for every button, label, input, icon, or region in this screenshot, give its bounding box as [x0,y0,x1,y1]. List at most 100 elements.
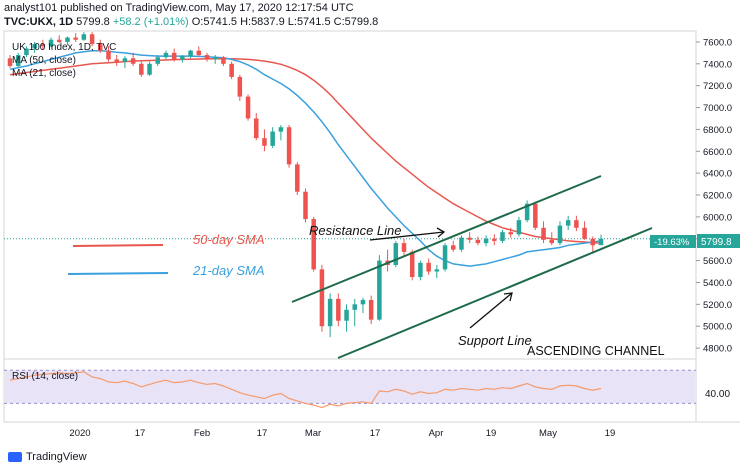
sma21-legend-line [67,272,169,275]
x-tick-label: 17 [370,428,381,439]
support-channel-line [337,227,653,359]
x-tick-label: 19 [605,428,616,439]
candle [180,55,185,63]
candle [459,235,464,252]
candle [549,232,555,246]
percent-tag [650,235,696,248]
candle [450,240,456,252]
y-tick-label: 6800.0 [703,125,732,136]
candle [541,221,546,244]
resistance-channel-line [291,175,602,303]
ticker-info: TVC:UKX, 1D 5799.8 +58.2 (+1.01%) O:5741… [4,16,378,28]
y-tick-label: 7400.0 [703,59,732,70]
percent-label: -19.63% [654,237,690,248]
candle [245,94,251,121]
candle [508,227,513,238]
candle [73,33,78,42]
candle [56,35,62,44]
x-tick-label: Feb [194,428,210,439]
candle [171,48,177,62]
candle [147,61,152,76]
candle [319,264,325,332]
resistance-arrow [369,227,446,241]
candle [106,46,111,62]
candle [15,52,21,68]
candle [467,232,472,244]
x-tick-label: 19 [486,428,497,439]
candle [98,39,103,53]
y-tick-label: 6600.0 [703,147,732,158]
candle [114,55,119,66]
channel-annotation: ASCENDING CHANNEL [527,344,665,358]
candle [336,293,341,327]
candle [204,52,210,62]
legend-ma50: MA (50, close) [12,55,76,66]
x-axis: 2020 17 Feb 17 Mar 17 Apr 19 May 19 [69,428,615,439]
ma50-line [9,57,602,244]
candle [65,36,70,46]
x-tick-label: 17 [135,428,146,439]
candle [7,55,13,69]
candle [196,46,202,57]
candle [122,56,128,69]
candle [303,188,308,223]
candle [418,260,423,281]
candle [475,236,481,246]
last-price: 5799.8 [76,16,110,28]
sma50-annotation: 50-day SMA [193,232,265,247]
candle [492,234,497,246]
ticker: TVC:UKX, 1D [4,16,74,28]
candle [434,264,440,279]
y-tick-label: 5200.0 [703,300,732,311]
support-arrow [469,292,513,329]
candle [311,216,316,272]
price-tag [697,234,740,248]
candle [163,50,169,60]
candle [32,41,37,53]
candle [500,229,505,244]
candle [557,221,563,246]
y-tick-label: 7000.0 [703,103,732,114]
candle [295,162,300,195]
y-tick-label: 6000.0 [703,212,732,223]
candle [360,297,366,314]
y-tick-label: 5600.0 [703,256,732,267]
sma21-annotation: 21-day SMA [192,263,265,278]
candle [327,293,333,338]
candle [253,113,259,141]
candle [590,236,596,252]
y-tick-label: 5400.0 [703,278,732,289]
candle [409,249,415,281]
candle [286,125,292,168]
candle [89,32,95,47]
candle [574,215,579,232]
y-tick-label: 6400.0 [703,169,732,180]
candle [40,39,46,50]
rsi-line [9,371,602,409]
resistance-annotation: Resistance Line [309,223,402,238]
y-tick-label: 5000.0 [703,322,732,333]
candle [516,216,522,237]
candle [212,55,218,64]
x-tick-label: Apr [429,428,444,439]
candle [582,221,587,240]
candle [262,129,267,152]
candle [598,234,604,246]
y-tick-label: 4800.0 [703,344,732,355]
x-tick-label: 2020 [69,428,90,439]
candle [352,298,358,327]
candle [229,61,234,80]
support-annotation: Support Line [458,333,532,348]
x-tick-label: 17 [257,428,268,439]
candle [221,56,226,66]
rsi-pane [4,369,696,409]
tradingview-logo[interactable]: TradingView [8,451,87,463]
candle [278,125,284,141]
candle [533,201,538,230]
candle [368,295,374,325]
legend-ma21: MA (21, close) [12,68,76,79]
candle [237,74,243,101]
candle [442,243,448,272]
candle [130,52,136,66]
